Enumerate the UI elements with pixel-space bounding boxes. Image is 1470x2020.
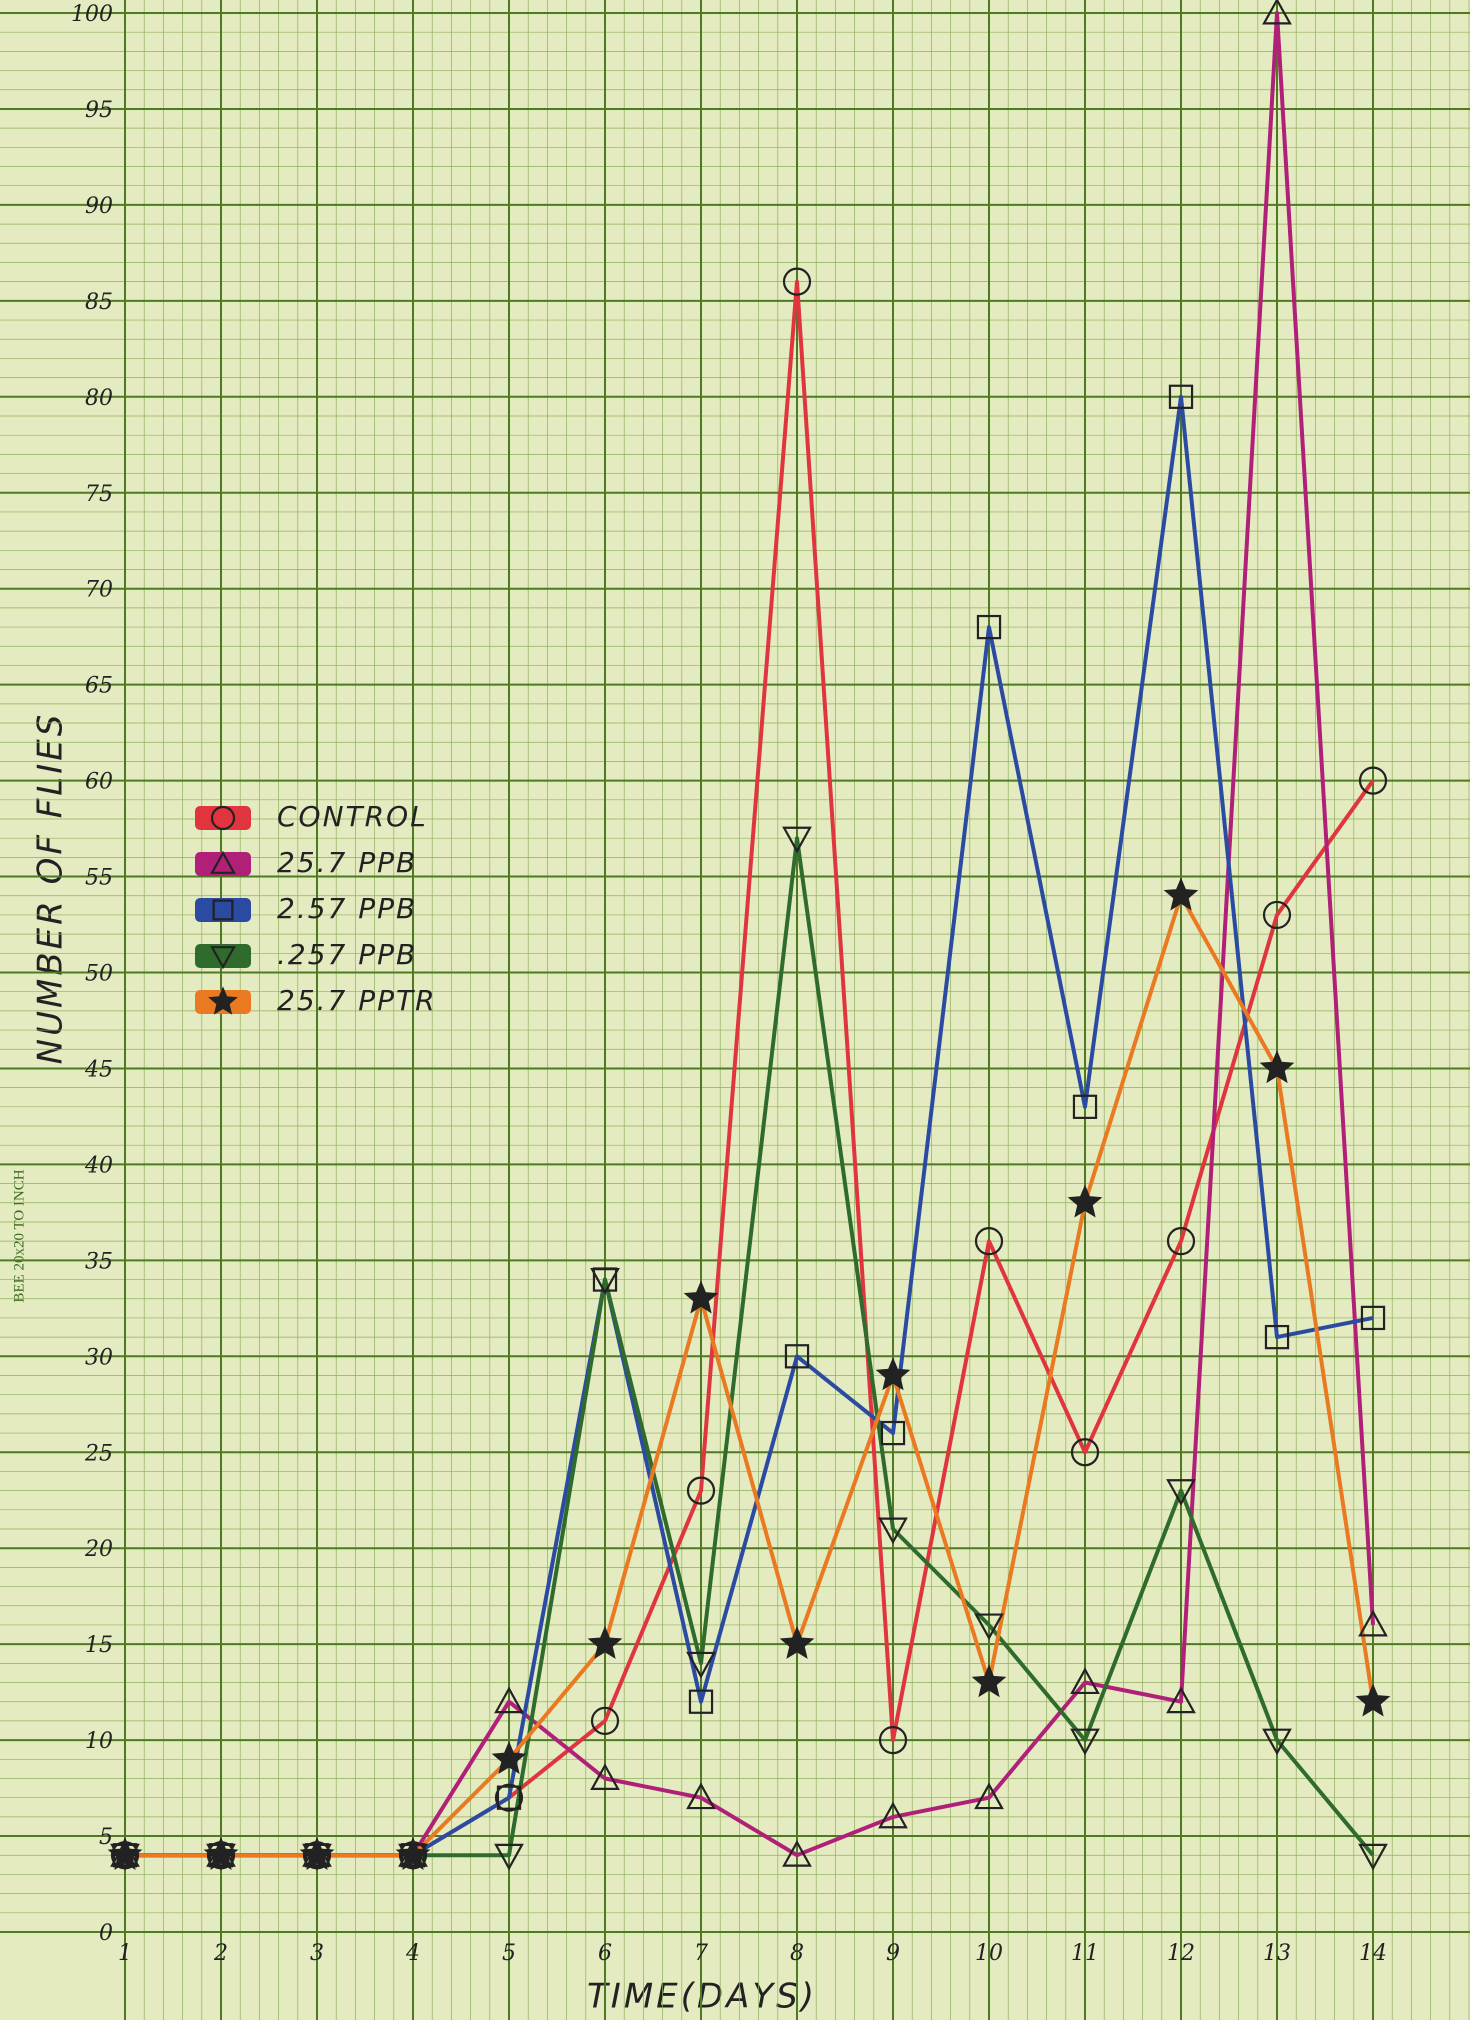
y-tick-label: 10 <box>85 1729 113 1754</box>
x-tick-label: 7 <box>694 1941 708 1966</box>
y-tick-label: 60 <box>85 770 113 795</box>
x-tick-label: 8 <box>790 1941 804 1966</box>
x-tick-label: 3 <box>310 1941 324 1966</box>
x-tick-label: 5 <box>502 1941 516 1966</box>
x-tick-label: 10 <box>975 1941 1003 1966</box>
y-tick-label: 65 <box>85 674 113 699</box>
y-tick-label: 90 <box>85 194 113 219</box>
chart: TIME(DAYS) NUMBER OF FLIES BEE 20x20 TO … <box>0 0 1470 2020</box>
legend-label: CONTROL <box>277 800 428 833</box>
x-tick-label: 13 <box>1263 1941 1291 1966</box>
y-tick-label: 85 <box>85 290 113 315</box>
paper-note: BEE 20x20 TO INCH <box>11 1169 27 1302</box>
y-tick-label: 35 <box>85 1249 113 1274</box>
x-tick-label: 2 <box>213 1941 228 1966</box>
x-tick-label: 11 <box>1071 1941 1099 1966</box>
y-tick-label: 55 <box>85 866 113 891</box>
legend: CONTROL 25.7 PPB 2.57 PPB .257 PPB 25.7 PPTR <box>195 800 437 1017</box>
y-tick-label: 75 <box>85 482 113 507</box>
y-tick-label: 15 <box>85 1633 113 1658</box>
x-tick-label: 4 <box>405 1941 420 1966</box>
legend-label: .257 PPB <box>277 938 417 971</box>
legend-swatch <box>195 806 251 830</box>
y-tick-label: 5 <box>99 1825 113 1850</box>
legend-label: 25.7 PPB <box>277 846 417 879</box>
y-tick-label: 40 <box>84 1153 113 1178</box>
y-tick-label: 95 <box>85 98 113 123</box>
y-tick-label: 80 <box>85 386 113 411</box>
page: {"chart_data": {"type": "line", "x_label… <box>0 0 1470 2020</box>
x-tick-label: 14 <box>1359 1941 1387 1966</box>
y-tick-label: 30 <box>85 1345 113 1370</box>
x-tick-label: 12 <box>1167 1941 1195 1966</box>
y-tick-label: 45 <box>84 1057 113 1082</box>
y-tick-label: 70 <box>85 578 113 603</box>
y-tick-label: 0 <box>99 1921 113 1946</box>
y-tick-label: 50 <box>85 962 113 987</box>
y-tick-label: 25 <box>84 1441 113 1466</box>
x-tick-label: 1 <box>118 1941 132 1966</box>
y-axis-label: NUMBER OF FLIES <box>31 712 71 1065</box>
x-tick-label: 9 <box>886 1941 900 1966</box>
x-tick-label: 6 <box>598 1941 612 1966</box>
y-tick-label: 100 <box>71 2 113 27</box>
legend-label: 2.57 PPB <box>277 892 417 925</box>
legend-label: 25.7 PPTR <box>277 984 437 1017</box>
y-tick-label: 20 <box>84 1537 113 1562</box>
